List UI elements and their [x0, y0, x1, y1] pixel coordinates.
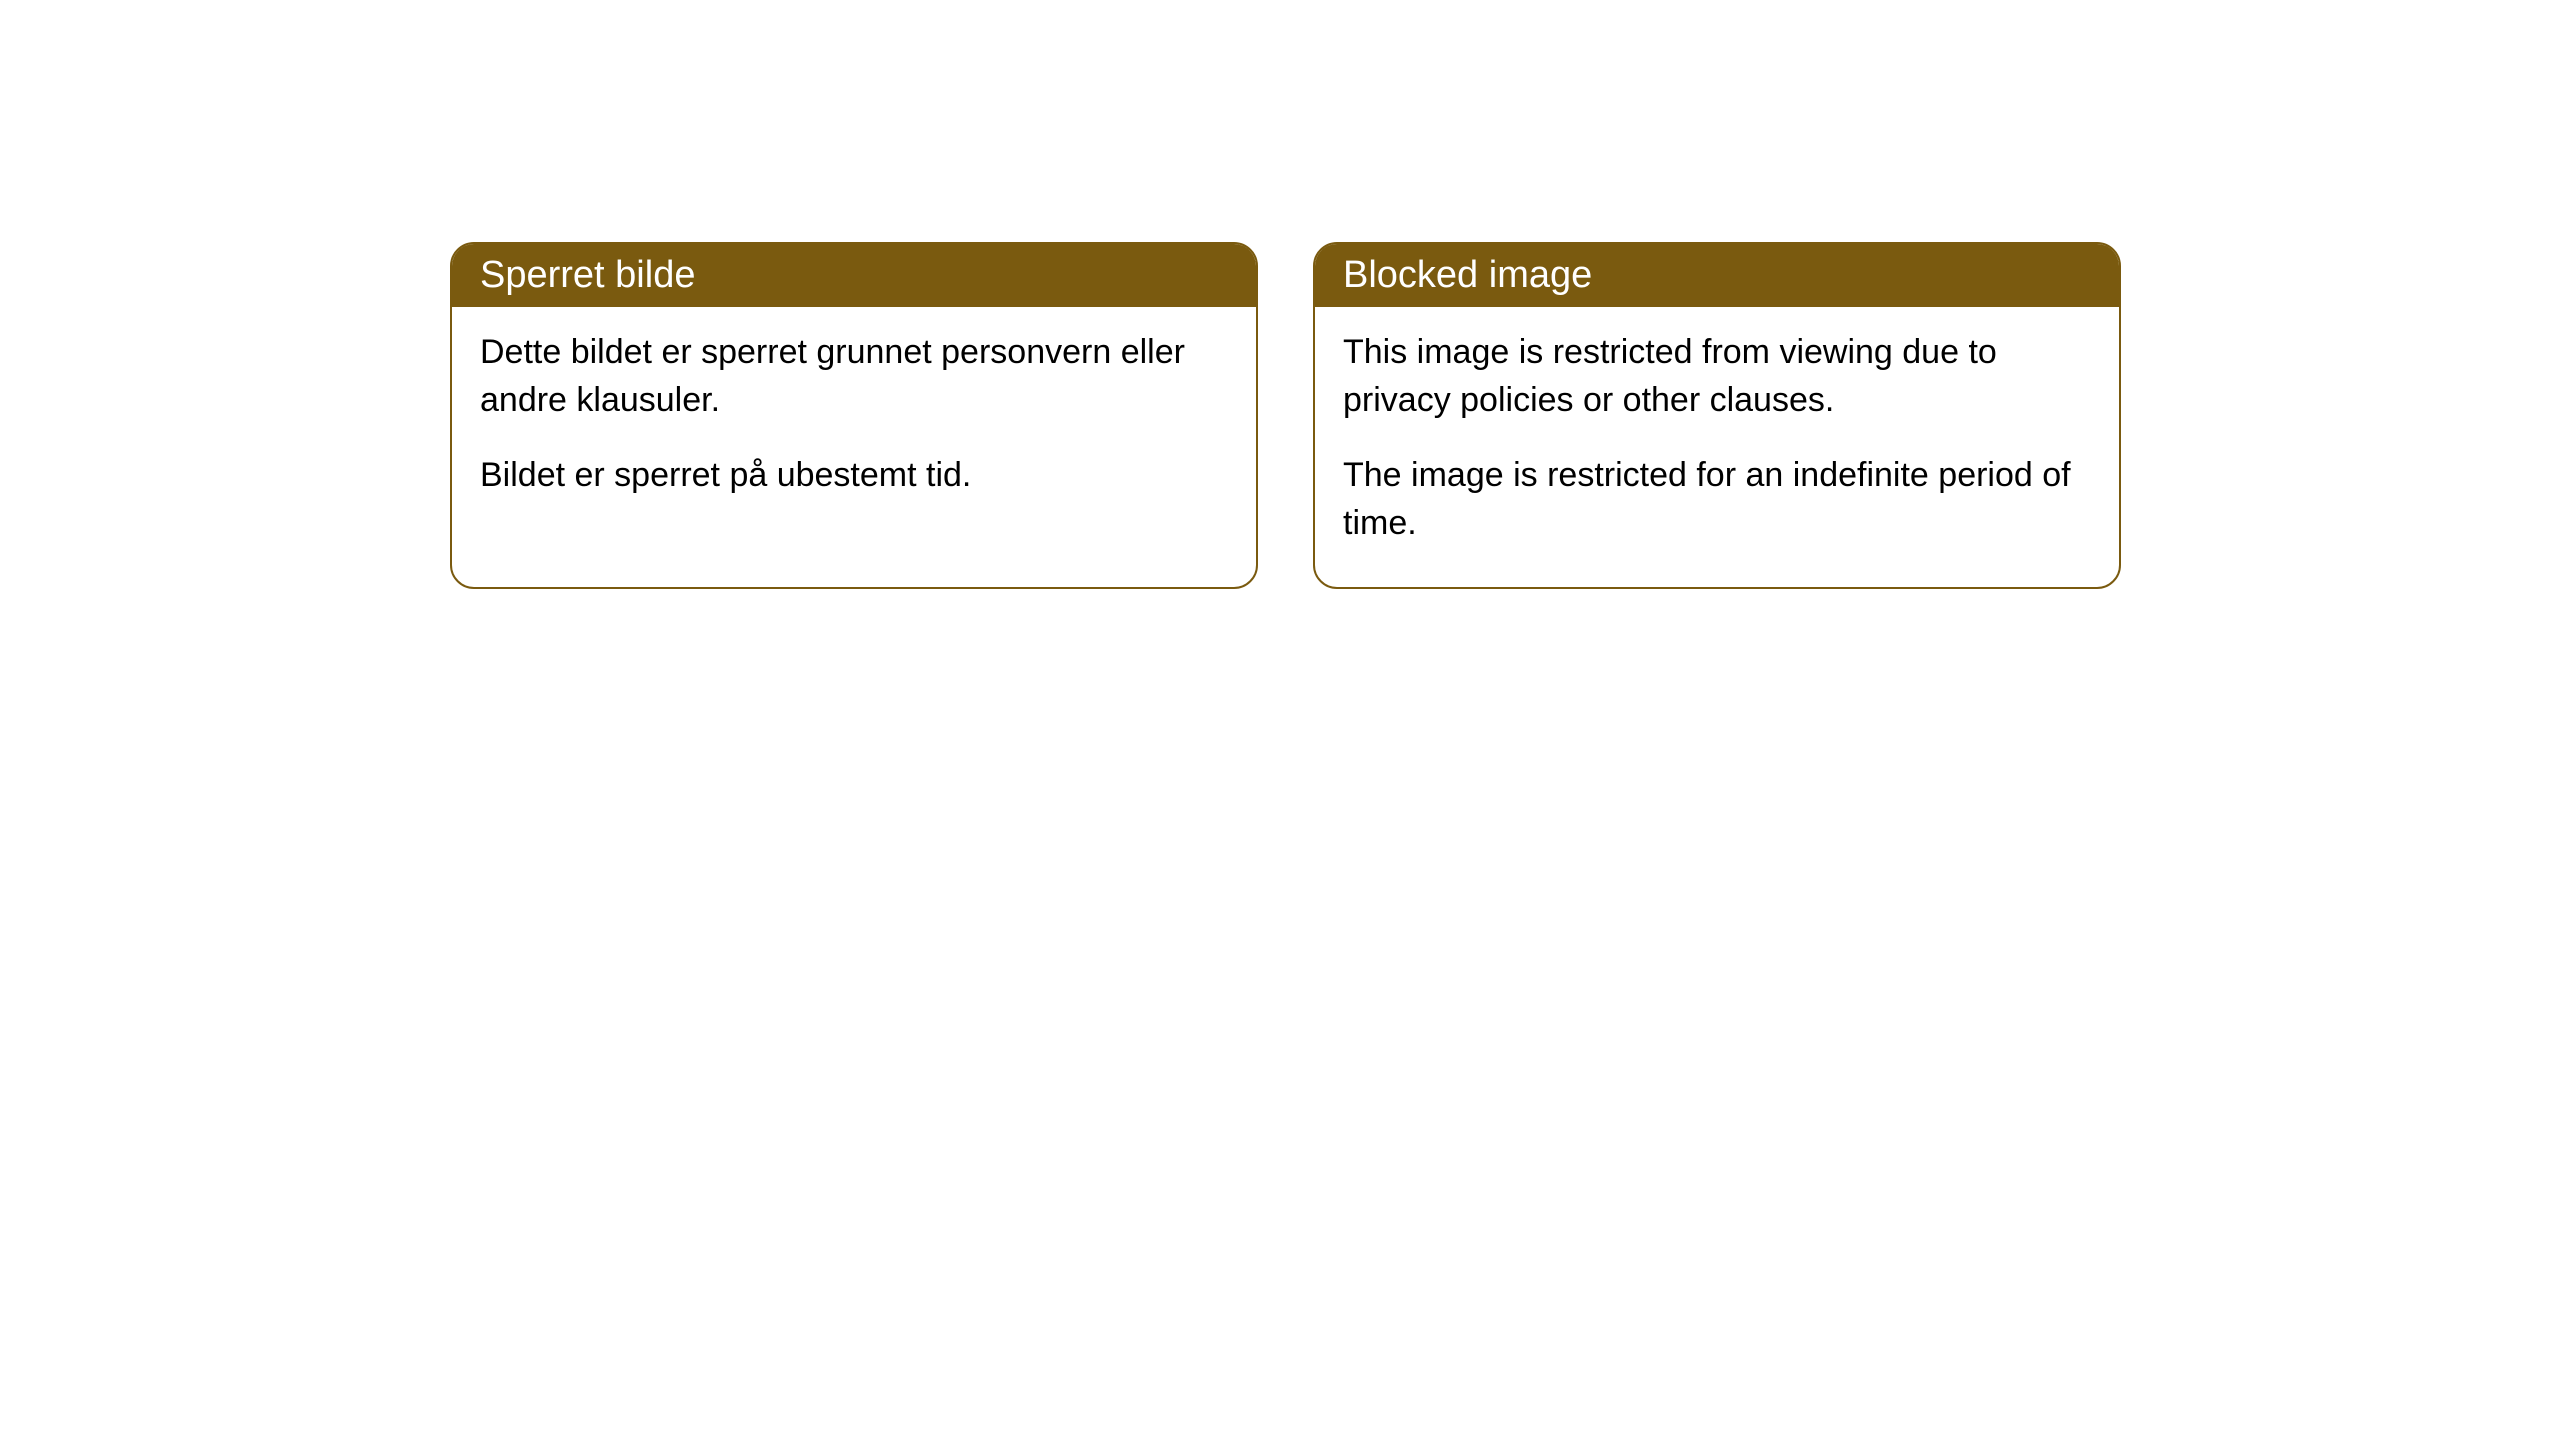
notice-cards-container: Sperret bilde Dette bildet er sperret gr… — [450, 242, 2121, 589]
card-header: Blocked image — [1315, 244, 2119, 307]
card-title: Blocked image — [1343, 254, 1592, 296]
card-paragraph: Dette bildet er sperret grunnet personve… — [480, 329, 1228, 424]
notice-card-english: Blocked image This image is restricted f… — [1313, 242, 2121, 589]
card-header: Sperret bilde — [452, 244, 1256, 307]
card-paragraph: Bildet er sperret på ubestemt tid. — [480, 452, 1228, 500]
card-body: Dette bildet er sperret grunnet personve… — [452, 307, 1256, 540]
card-paragraph: The image is restricted for an indefinit… — [1343, 452, 2091, 547]
card-paragraph: This image is restricted from viewing du… — [1343, 329, 2091, 424]
card-body: This image is restricted from viewing du… — [1315, 307, 2119, 587]
card-title: Sperret bilde — [480, 254, 695, 296]
notice-card-norwegian: Sperret bilde Dette bildet er sperret gr… — [450, 242, 1258, 589]
